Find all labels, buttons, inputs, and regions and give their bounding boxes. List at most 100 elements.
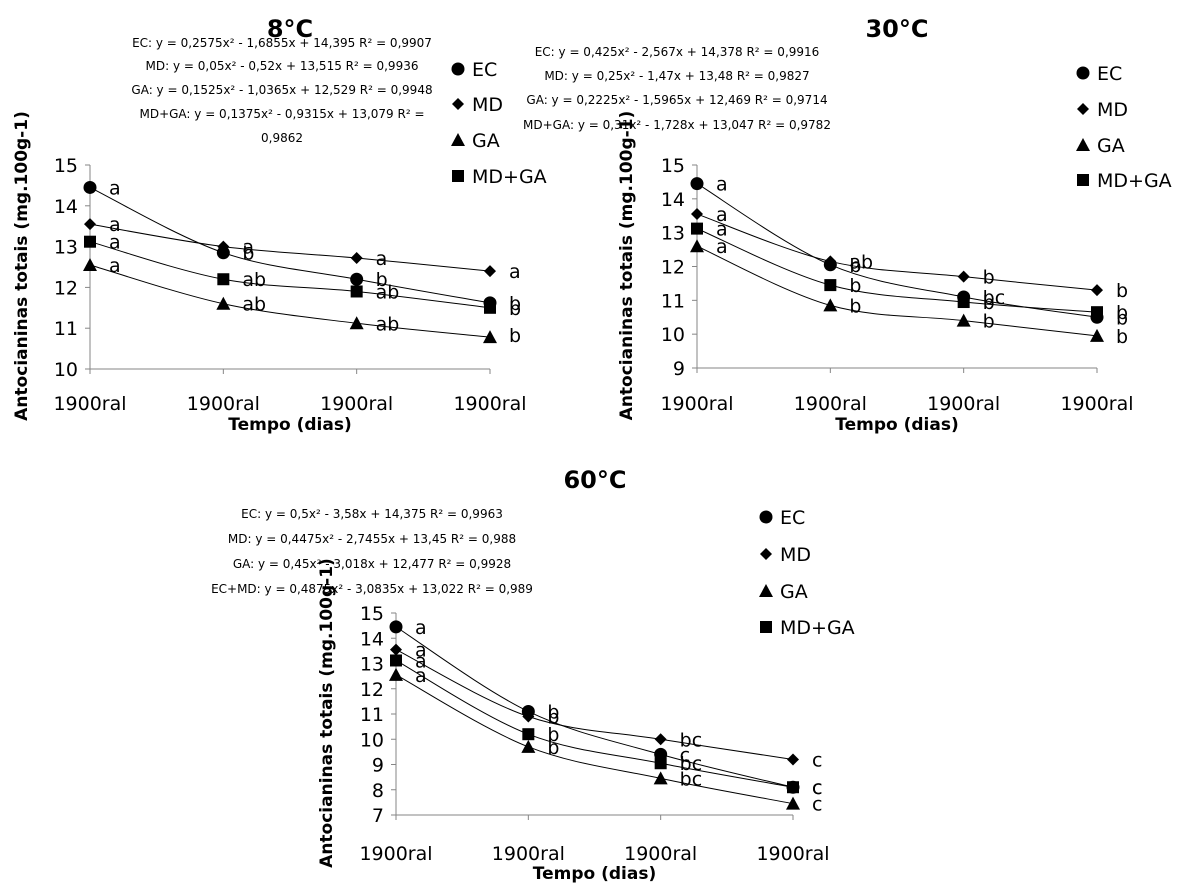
y-tick-label: 12 — [661, 257, 685, 279]
y-tick-label: 15 — [54, 155, 78, 177]
significance-label: a — [109, 214, 121, 236]
significance-label: b — [983, 311, 995, 333]
legend-marker — [1076, 138, 1090, 151]
x-tick-label: 1900ral — [624, 843, 697, 865]
data-point-md — [522, 710, 535, 723]
x-tick-label: 1900ral — [756, 843, 829, 865]
significance-label: b — [983, 292, 995, 314]
legend-item: MD — [1077, 99, 1128, 121]
data-point-ga — [786, 796, 800, 810]
x-tick-label: 1900ral — [927, 393, 1000, 415]
x-tick-label: 1900ral — [359, 843, 432, 865]
significance-label: b — [1116, 302, 1128, 324]
data-point-ga — [653, 771, 668, 785]
legend-marker — [1077, 174, 1089, 186]
legend-label: GA — [472, 130, 500, 152]
data-point-md — [1091, 284, 1103, 297]
regression-equation: MD: y = 0,25x² - 1,47x + 13,48 R² = 0,98… — [544, 69, 809, 83]
significance-label: a — [415, 640, 427, 662]
data-point-md-ga — [350, 285, 363, 298]
x-tick-label: 1900ral — [660, 393, 733, 415]
legend-item: GA — [1076, 135, 1125, 157]
trendline-ga — [89, 264, 491, 338]
regression-equation: MD+GA: y = 0,1375x² - 0,9315x + 13,079 R… — [139, 107, 424, 121]
data-point-ga — [521, 739, 536, 753]
x-tick-label: 1900ral — [794, 393, 867, 415]
significance-label: c — [812, 777, 822, 799]
data-point-ga — [83, 257, 97, 271]
legend-item: EC — [759, 507, 805, 529]
data-point-md — [654, 733, 667, 746]
x-axis-title: Tempo (dias) — [228, 415, 351, 435]
regression-equation: EC: y = 0,5x² - 3,58x + 14,375 R² = 0,99… — [241, 507, 503, 521]
significance-label: a — [716, 174, 728, 196]
significance-label: b — [983, 267, 995, 289]
y-tick-label: 13 — [661, 223, 685, 245]
regression-equation: EC: y = 0,2575x² - 1,6855x + 14,395 R² =… — [132, 36, 432, 50]
significance-label: a — [716, 204, 728, 226]
significance-label: b — [509, 325, 521, 347]
regression-equation: GA: y = 0,2225x² - 1,5965x + 12,469 R² =… — [526, 93, 827, 107]
y-tick-label: 8 — [372, 780, 384, 802]
significance-label: a — [376, 248, 388, 270]
y-axis-title: Antocianinas totais (mg.100g-1) — [617, 111, 637, 421]
y-axis-title: Antocianinas totais (mg.100g-1) — [317, 558, 337, 868]
legend-item: MD — [760, 544, 811, 566]
legend-label: MD — [472, 94, 503, 116]
chart-title: 8°C — [267, 15, 313, 43]
data-point-md-ga — [522, 728, 535, 741]
legend-label: MD+GA — [472, 166, 547, 188]
x-tick-label: 1900ral — [320, 393, 393, 415]
significance-label: b — [547, 724, 559, 746]
data-point-md — [787, 753, 799, 766]
data-point-md-ga — [217, 273, 230, 286]
data-point-ga — [389, 667, 403, 681]
significance-label: b — [376, 269, 388, 291]
data-point-ec — [216, 246, 230, 260]
x-tick-label: 1900ral — [1060, 393, 1133, 415]
significance-label: ab — [376, 313, 400, 335]
legend-marker — [759, 584, 773, 597]
regression-equation: MD+GA: y = 0,31x² - 1,728x + 13,047 R² =… — [523, 118, 831, 132]
data-point-ga — [483, 330, 497, 344]
data-point-md — [484, 265, 496, 278]
significance-label: a — [716, 236, 728, 258]
significance-label: a — [509, 261, 521, 283]
legend-item: GA — [451, 130, 500, 152]
significance-label: ab — [849, 251, 873, 273]
data-point-md-ga — [957, 296, 970, 309]
significance-label: c — [812, 749, 822, 771]
data-point-ec — [690, 177, 704, 191]
significance-label: b — [849, 255, 861, 277]
y-tick-label: 15 — [360, 603, 384, 625]
regression-equation: GA: y = 0,1525x² - 1,0365x + 12,529 R² =… — [131, 83, 432, 97]
trendline-ec — [89, 186, 491, 304]
legend-marker — [1077, 103, 1089, 115]
data-point-ga — [1090, 328, 1104, 342]
chart-1: 8°CEC: y = 0,2575x² - 1,6855x + 14,395 R… — [12, 15, 547, 435]
x-tick-label: 1900ral — [53, 393, 126, 415]
chart-3: 60°C EC: y = 0,5x² - 3,58x + 14,375 R² = … — [211, 466, 855, 884]
y-tick-label: 11 — [54, 318, 78, 340]
legend-label: GA — [1097, 135, 1125, 157]
legend-marker — [760, 621, 772, 633]
significance-label: a — [716, 219, 728, 241]
significance-label: a — [415, 665, 427, 687]
regression-equation: 0,9862 — [261, 131, 303, 145]
legend-marker — [759, 510, 773, 524]
trendline-md-ga — [696, 228, 1098, 313]
y-tick-label: 14 — [54, 196, 78, 218]
legend-label: EC — [472, 59, 497, 81]
data-point-md-ga — [84, 235, 96, 248]
x-tick-label: 1900ral — [187, 393, 260, 415]
data-point-md — [390, 643, 402, 656]
significance-label: b — [547, 701, 559, 723]
y-tick-label: 9 — [673, 358, 685, 380]
significance-label: b — [547, 707, 559, 729]
legend-item: EC — [451, 59, 497, 81]
regression-equation: GA: y = 0,45x² - 3,018x + 12,477 R² = 0,… — [233, 557, 511, 571]
legend-label: GA — [780, 581, 808, 603]
trendline-ga — [696, 245, 1098, 337]
chart-2: 30°C EC: y = 0,425x² - 2,567x + 14,378 R²… — [523, 15, 1172, 435]
